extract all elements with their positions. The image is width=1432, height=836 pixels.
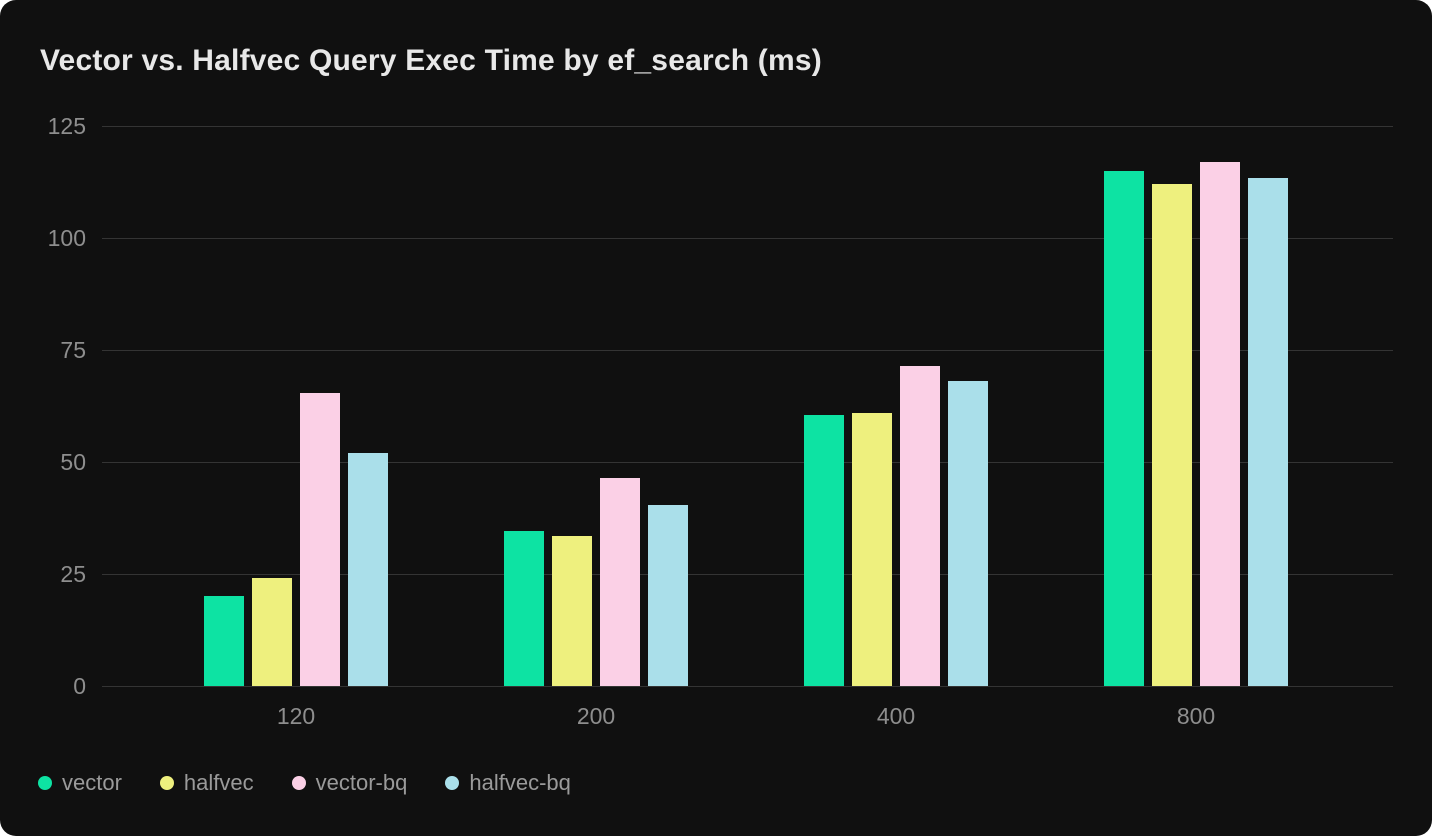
y-tick-label: 50 [60,449,86,475]
legend-item-label: halfvec-bq [469,770,571,795]
bar-halfvec-bq [648,504,688,686]
x-tick-label: 400 [876,703,916,729]
bar-vector-bq [600,477,640,686]
y-gridline [102,574,1393,575]
bar-halfvec-bq [948,381,988,686]
bar-halfvec [852,412,892,686]
y-gridline [102,126,1393,127]
legend-item-vector-bq[interactable]: vector-bq [291,769,408,797]
y-tick-label: 125 [47,113,86,139]
legend-item-vector[interactable]: vector [38,769,122,797]
bar-vector-bq [300,392,340,686]
legend-dot-icon [291,776,306,790]
bar-vector [1104,170,1144,686]
bar-halfvec [252,578,292,686]
y-tick-label: 25 [60,561,86,587]
bar-vector-bq [900,365,940,686]
y-tick-label: 100 [47,225,86,251]
bar-halfvec-bq [1248,177,1288,686]
bar-vector-bq [1200,161,1240,686]
bar-halfvec [1152,184,1192,686]
legend-dot-icon [445,776,460,790]
legend-item-halfvec-bq[interactable]: halfvec-bq [445,769,571,797]
legend-item-label: vector [62,770,122,795]
legend-item-label: vector-bq [315,770,408,795]
bar-vector [204,596,244,686]
legend-dot-icon [38,776,52,790]
chart-legend: vector halfvec vector-bq halfvec-bq [38,769,571,797]
bar-halfvec-bq [348,453,388,686]
y-tick-label: 0 [73,673,86,699]
x-tick-label: 120 [276,703,316,729]
legend-item-label: halfvec [183,770,254,795]
bar-halfvec [552,535,592,686]
y-tick-label: 75 [60,337,86,363]
bar-vector [504,531,544,686]
x-tick-label: 800 [1176,703,1216,729]
legend-dot-icon [159,776,174,790]
chart-title: Vector vs. Halfvec Query Exec Time by ef… [40,44,822,77]
y-gridline [102,238,1393,239]
y-gridline [102,462,1393,463]
bar-vector [804,414,844,686]
x-tick-label: 200 [576,703,616,729]
y-gridline [102,686,1393,687]
legend-item-halfvec[interactable]: halfvec [159,769,254,797]
y-gridline [102,350,1393,351]
